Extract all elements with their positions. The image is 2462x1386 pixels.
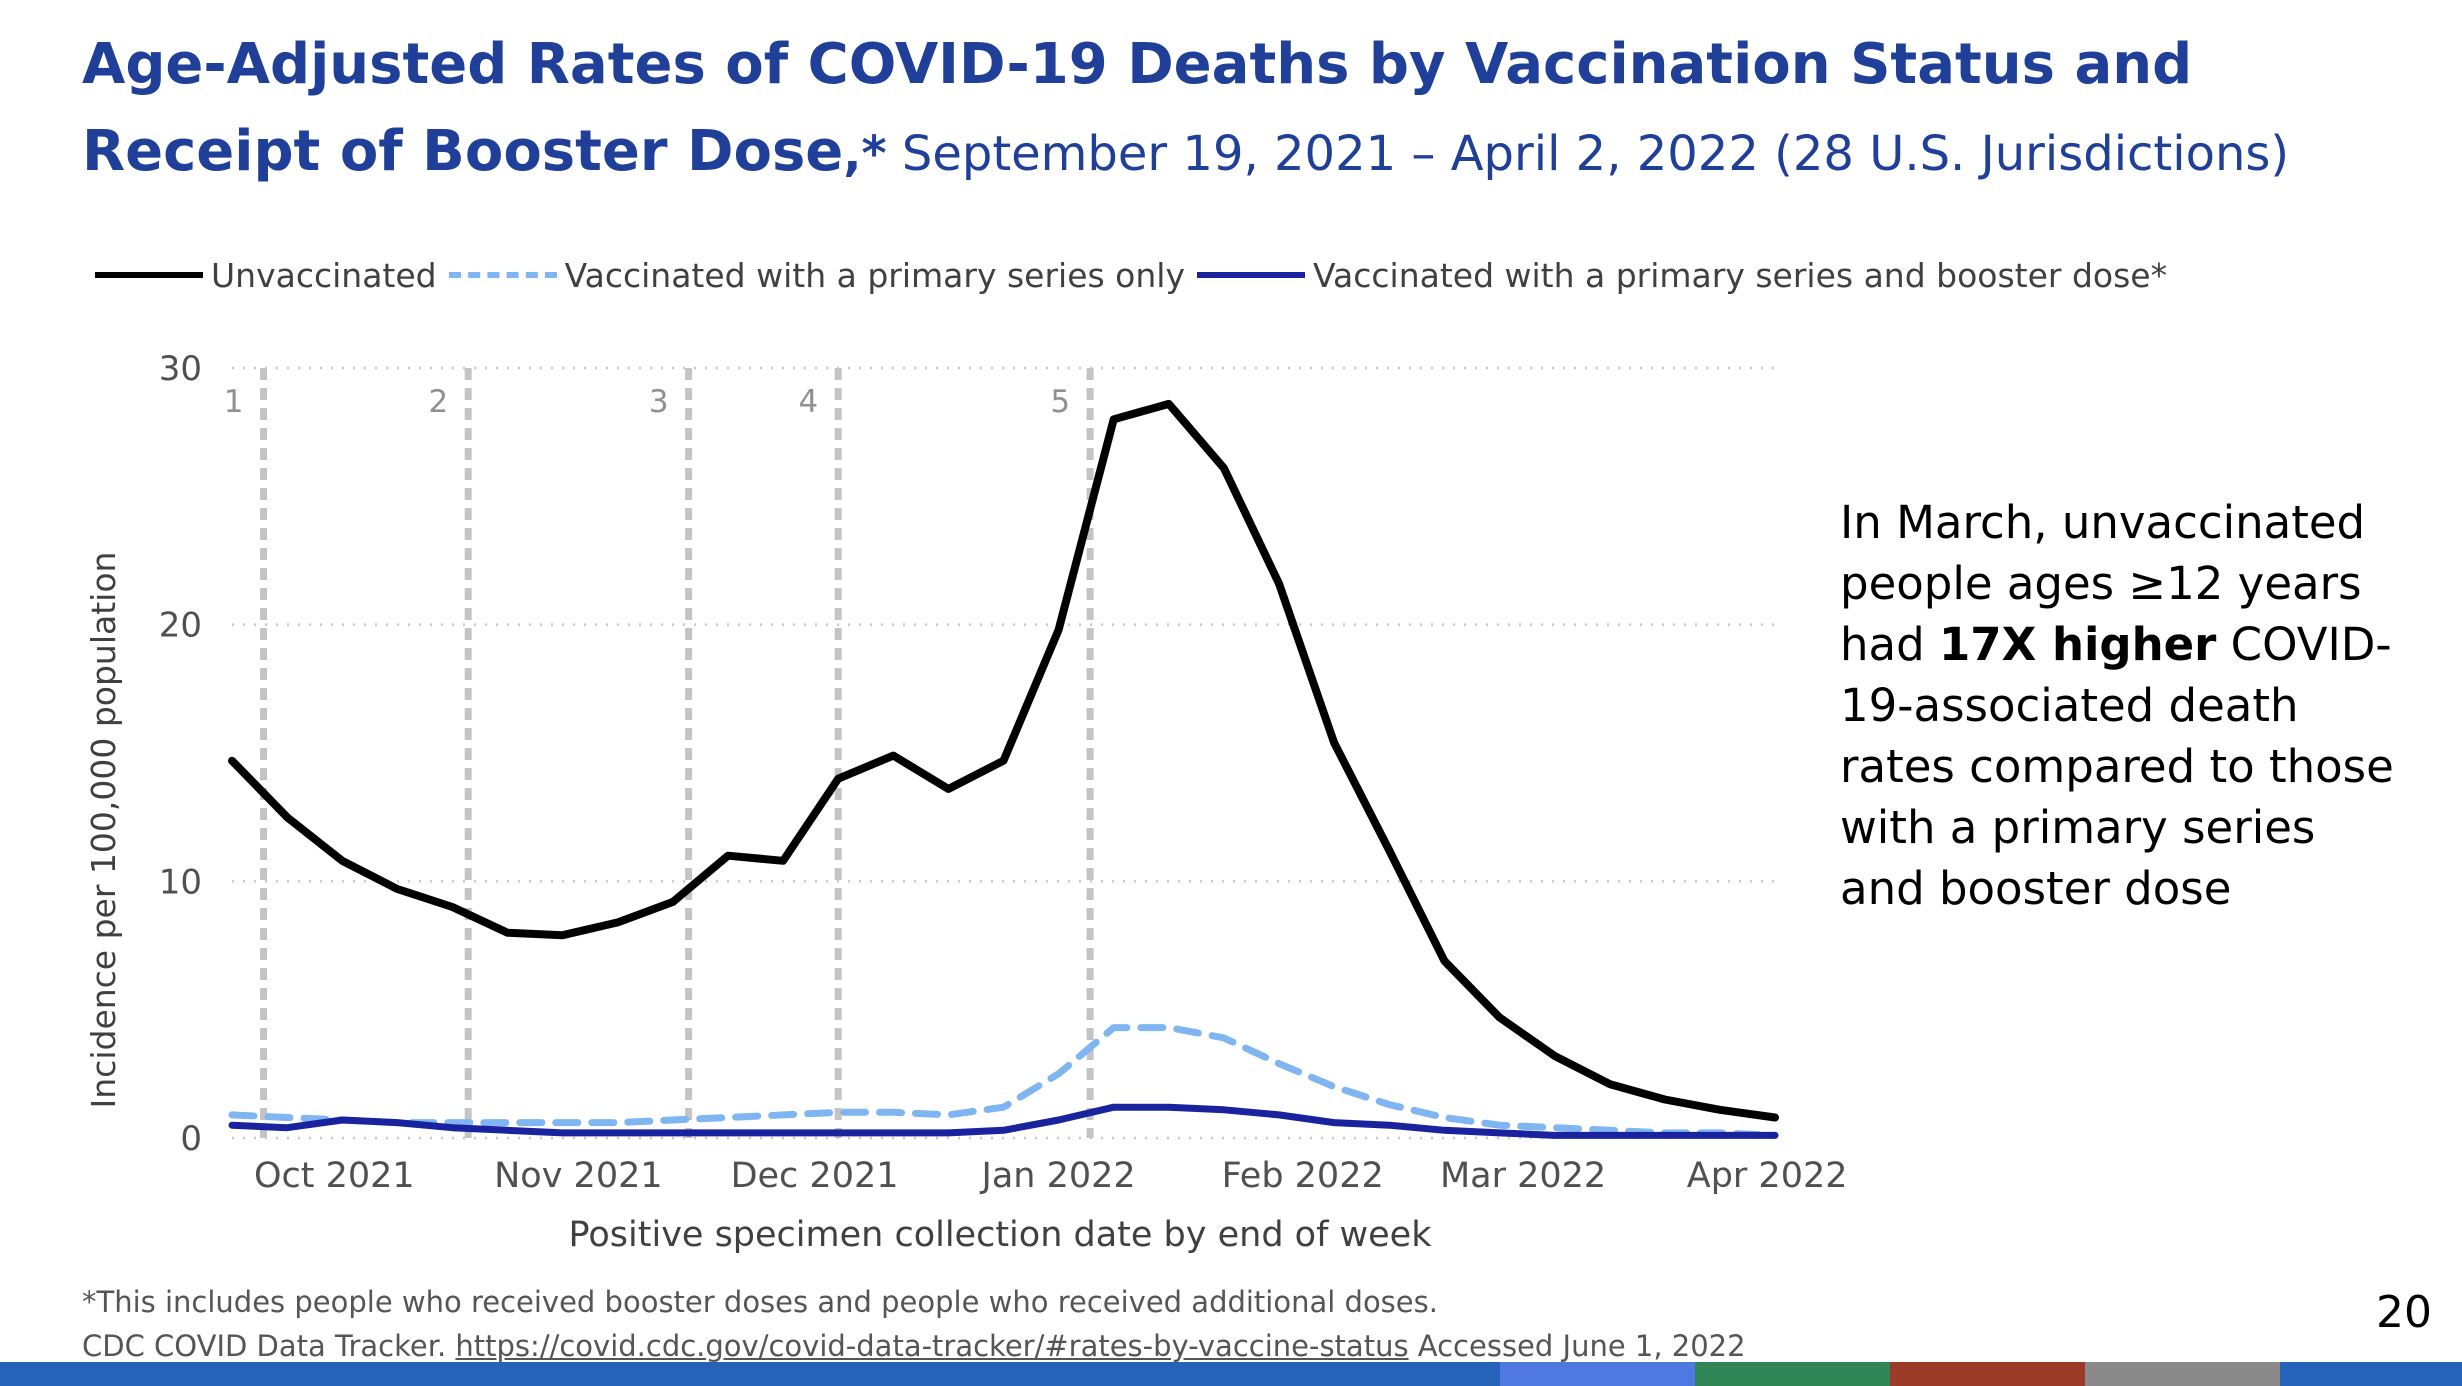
- legend-label-unvaccinated: Unvaccinated: [211, 255, 437, 295]
- bottom-bar-segment: [0, 1362, 1500, 1386]
- chart-series: [228, 399, 1779, 1139]
- chart-legend: Unvaccinated Vaccinated with a primary s…: [95, 255, 2179, 295]
- footnote: *This includes people who received boost…: [82, 1280, 1746, 1368]
- footnote-line-1: *This includes people who received boost…: [82, 1285, 1438, 1319]
- x-axis-label: Positive specimen collection date by end…: [569, 1215, 1433, 1255]
- series-line-booster: [228, 1103, 1779, 1139]
- bottom-bar-segment: [2280, 1362, 2462, 1386]
- legend-swatch-booster: [1197, 272, 1305, 278]
- x-tick-label: Apr 2022: [1687, 1156, 1848, 1196]
- legend-swatch-primary-only: [448, 272, 557, 278]
- title-main: Age-Adjusted Rates of COVID-19 Deaths by…: [82, 32, 2193, 184]
- accessed-text: Accessed June 1, 2022: [1408, 1329, 1746, 1363]
- y-axis-label: Incidence per 100,000 population: [84, 552, 123, 1109]
- title-asterisk: ,*: [843, 126, 887, 182]
- callout-bold: 17X higher: [1938, 618, 2217, 671]
- chart-axes: 0 10 20 30 Oct 2021 Nov 2021 Dec 2021 Jan 2022 F…: [159, 349, 1848, 1196]
- source-text: CDC COVID Data Tracker.: [82, 1329, 456, 1363]
- period-marker-label: 4: [798, 384, 818, 420]
- legend-label-primary-only: Vaccinated with a primary series only: [564, 255, 1185, 295]
- x-tick-label: Nov 2021: [494, 1156, 663, 1196]
- page-title: Age-Adjusted Rates of COVID-19 Deaths by…: [82, 28, 2382, 202]
- bottom-color-bar: [0, 1362, 2462, 1386]
- legend-item-unvaccinated: Unvaccinated: [95, 256, 437, 295]
- bottom-bar-segment: [1500, 1362, 1695, 1386]
- period-marker-label: 2: [428, 384, 448, 420]
- series-line-primary-only: [228, 1024, 1779, 1139]
- legend-item-primary-only: Vaccinated with a primary series only: [448, 255, 1185, 295]
- footnote-line-2: CDC COVID Data Tracker. https://covid.cd…: [82, 1324, 1746, 1368]
- bottom-bar-segment: [1695, 1362, 1890, 1386]
- period-marker-label: 3: [649, 384, 669, 420]
- legend-swatch-unvaccinated: [95, 272, 203, 278]
- x-tick-label: Dec 2021: [731, 1156, 899, 1196]
- callout-post: COVID-19-associated death rates compared…: [1840, 618, 2394, 915]
- period-marker-label: 5: [1050, 384, 1070, 420]
- period-marker-label: 1: [224, 384, 244, 420]
- bottom-bar-segment: [1890, 1362, 2085, 1386]
- page-number: 20: [2376, 1287, 2432, 1338]
- legend-label-booster: Vaccinated with a primary series and boo…: [1313, 255, 2168, 295]
- line-chart: 1 2 3 4 5 0 10 20 30 Oct 2021 Nov 2021 Dec 2021 Jan…: [84, 349, 1848, 1255]
- x-tick-label: Oct 2021: [254, 1156, 415, 1196]
- title-subtitle: September 19, 2021 – April 2, 2022 (28 U…: [886, 126, 2290, 182]
- callout-text: In March, unvaccinated people ages ≥12 y…: [1840, 492, 2400, 919]
- source-link[interactable]: https://covid.cdc.gov/covid-data-tracker…: [455, 1329, 1409, 1363]
- y-tick-label: 10: [159, 862, 202, 902]
- y-tick-label: 0: [180, 1119, 202, 1159]
- x-tick-label: Jan 2022: [980, 1156, 1136, 1196]
- legend-item-booster: Vaccinated with a primary series and boo…: [1197, 256, 2167, 295]
- x-tick-label: Mar 2022: [1440, 1156, 1606, 1196]
- callout-pre: In March, unvaccinated people ages ≥12 y…: [1840, 496, 2366, 671]
- y-tick-label: 30: [159, 349, 202, 389]
- bottom-bar-segment: [2085, 1362, 2280, 1386]
- x-tick-label: Feb 2022: [1222, 1156, 1384, 1196]
- chart-grid: [232, 366, 1775, 1140]
- y-tick-label: 20: [159, 606, 202, 646]
- series-line-unvaccinated: [228, 399, 1779, 1122]
- period-markers: 1 2 3 4 5: [224, 368, 1094, 1138]
